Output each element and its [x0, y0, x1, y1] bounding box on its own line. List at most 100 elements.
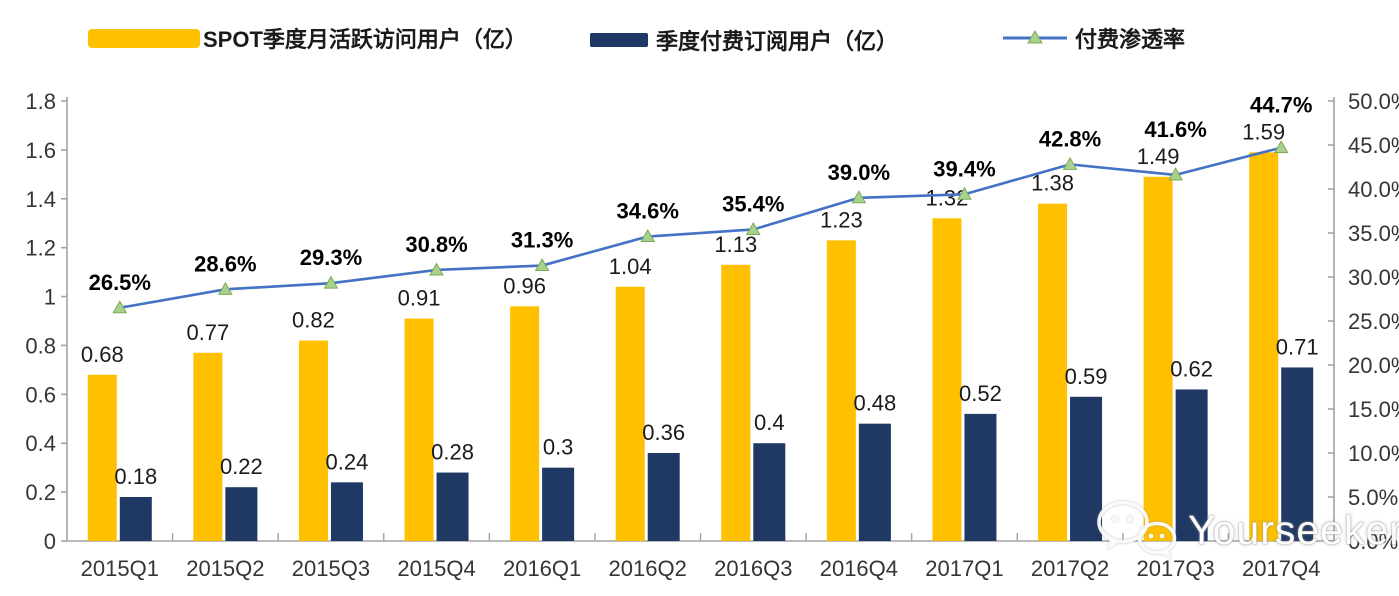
paid-value-label: 0.22: [220, 454, 263, 479]
penetration-marker: [534, 258, 550, 272]
mau-bar: [932, 218, 962, 542]
mau-bar: [1143, 176, 1173, 541]
paid-bar: [1070, 396, 1103, 541]
mau-bar: [87, 374, 117, 541]
mau-swatch: [88, 28, 200, 48]
penetration-marker: [1273, 140, 1289, 154]
right-axis-tick-label: 25.0%: [1348, 309, 1399, 334]
mau-bar: [615, 286, 645, 541]
right-axis-tick-label: 5.0%: [1348, 485, 1398, 510]
penetration-label: 30.8%: [405, 232, 467, 257]
paid-bar: [964, 413, 997, 541]
mau-value-label: 1.49: [1137, 144, 1180, 169]
penetration-marker: [429, 262, 444, 276]
x-axis-label: 2017Q1: [925, 556, 1003, 581]
left-axis-tick-label: 1.6: [25, 138, 56, 163]
paid-value-label: 0.52: [959, 381, 1002, 406]
penetration-marker: [1168, 167, 1183, 181]
x-axis-label: 2016Q4: [820, 556, 898, 581]
left-axis-tick-label: 0.8: [25, 333, 56, 358]
paid-value-label: 0.28: [431, 440, 474, 465]
paid-bar: [858, 423, 891, 541]
mau-bar: [826, 240, 856, 542]
chart-legend: SPOT季度月活跃访问用户（亿） 季度付费订阅用户（亿） 付费渗透率: [0, 0, 1399, 60]
paid-value-label: 0.62: [1170, 356, 1213, 381]
paid-swatch: [590, 33, 648, 47]
paid-value-label: 0.59: [1065, 364, 1108, 389]
paid-value-label: 0.3: [543, 435, 574, 460]
paid-value-label: 0.24: [326, 449, 369, 474]
mau-bar: [721, 264, 751, 541]
paid-value-label: 0.71: [1276, 334, 1319, 359]
left-axis-tick-label: 0.6: [25, 382, 56, 407]
legend-label-penetration: 付费渗透率: [1075, 27, 1186, 52]
right-axis-tick-label: 45.0%: [1348, 133, 1399, 158]
right-axis-tick-label: 10.0%: [1348, 441, 1399, 466]
penetration-label: 35.4%: [722, 191, 784, 216]
right-axis-tick-label: 15.0%: [1348, 397, 1399, 422]
paid-value-label: 0.18: [114, 464, 157, 489]
mau-bar: [193, 352, 223, 541]
mau-value-label: 1.23: [820, 207, 863, 232]
penetration-label: 31.3%: [511, 228, 573, 253]
mau-value-label: 1.38: [1031, 171, 1074, 196]
penetration-label: 29.3%: [300, 245, 362, 270]
left-axis-tick-label: 1.2: [25, 236, 56, 261]
penetration-label: 42.8%: [1039, 126, 1101, 151]
x-axis-label: 2016Q1: [503, 556, 581, 581]
left-axis-tick-label: 1.4: [25, 187, 56, 212]
penetration-label: 44.7%: [1250, 92, 1312, 117]
penetration-label: 28.6%: [194, 251, 256, 276]
right-axis-tick-label: 50.0%: [1348, 89, 1399, 114]
left-axis-tick-label: 1: [44, 285, 56, 310]
mau-value-label: 0.77: [186, 320, 229, 345]
x-axis-label: 2017Q4: [1242, 556, 1320, 581]
paid-value-label: 0.36: [642, 420, 685, 445]
paid-value-label: 0.48: [853, 391, 896, 416]
paid-bar: [225, 487, 258, 541]
x-axis-label: 2017Q2: [1031, 556, 1109, 581]
x-axis-label: 2015Q1: [81, 556, 159, 581]
penetration-marker: [112, 300, 128, 314]
penetration-marker: [640, 229, 656, 243]
mau-bar: [1038, 203, 1068, 541]
paid-bar: [542, 467, 575, 541]
mau-value-label: 0.96: [503, 273, 546, 298]
paid-bar: [1281, 367, 1314, 541]
paid-bar: [119, 497, 152, 541]
left-axis-tick-label: 0.2: [25, 480, 56, 505]
legend-item-penetration: 付费渗透率: [1003, 22, 1185, 54]
mau-bar: [298, 340, 328, 541]
x-axis-label: 2016Q3: [714, 556, 792, 581]
legend-label-mau: SPOT季度月活跃访问用户（亿）: [203, 27, 527, 52]
legend-item-mau: SPOT季度月活跃访问用户（亿）: [88, 22, 527, 54]
penetration-marker: [745, 221, 761, 235]
right-axis-tick-label: 30.0%: [1348, 265, 1399, 290]
mau-bar: [1249, 152, 1279, 542]
penetration-line-swatch: [1003, 30, 1067, 44]
mau-value-label: 1.04: [609, 254, 652, 279]
penetration-marker: [218, 281, 233, 295]
left-axis-tick-label: 0: [44, 529, 56, 554]
penetration-label: 39.4%: [933, 156, 995, 181]
right-axis-tick-label: 0.0%: [1348, 529, 1398, 554]
mau-value-label: 0.91: [398, 286, 441, 311]
mau-value-label: 1.13: [714, 232, 757, 257]
paid-bar: [647, 453, 680, 541]
mau-bar: [404, 318, 434, 541]
penetration-label: 41.6%: [1144, 117, 1206, 142]
penetration-marker: [957, 186, 972, 200]
penetration-marker: [851, 190, 867, 204]
penetration-label: 26.5%: [89, 270, 151, 295]
mau-value-label: 0.68: [81, 342, 124, 367]
legend-item-paid: 季度付费订阅用户（亿）: [590, 24, 898, 56]
legend-label-paid: 季度付费订阅用户（亿）: [656, 29, 899, 54]
penetration-line: [119, 146, 1282, 310]
left-axis-tick-label: 1.8: [25, 89, 56, 114]
left-axis-tick-label: 0.4: [25, 431, 56, 456]
paid-bar: [436, 472, 469, 541]
x-axis-label: 2017Q3: [1136, 556, 1214, 581]
paid-value-label: 0.4: [754, 410, 785, 435]
penetration-marker: [1062, 156, 1078, 170]
right-axis-tick-label: 40.0%: [1348, 177, 1399, 202]
